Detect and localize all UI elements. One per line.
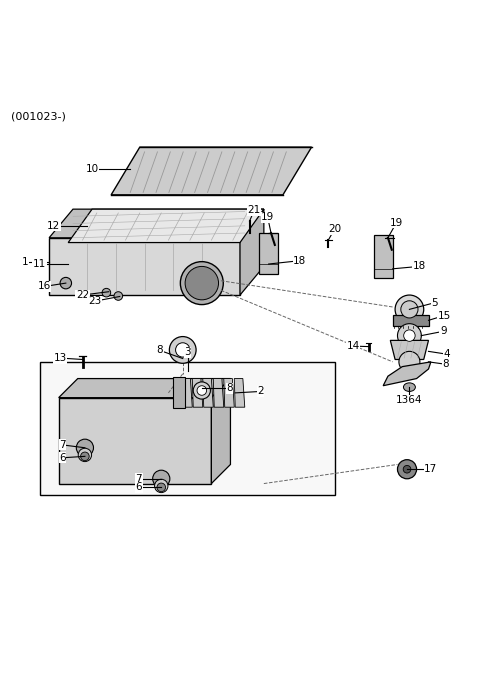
Circle shape bbox=[102, 289, 111, 297]
Polygon shape bbox=[49, 238, 240, 295]
Polygon shape bbox=[390, 341, 429, 360]
Circle shape bbox=[197, 386, 206, 395]
Circle shape bbox=[401, 301, 418, 318]
Circle shape bbox=[403, 465, 411, 473]
Text: 18: 18 bbox=[293, 256, 306, 266]
Text: 23: 23 bbox=[88, 296, 101, 306]
Polygon shape bbox=[59, 379, 230, 397]
Polygon shape bbox=[393, 315, 429, 326]
Text: 17: 17 bbox=[424, 464, 437, 475]
Text: 2: 2 bbox=[257, 387, 264, 396]
Bar bbox=[173, 377, 185, 408]
Text: (001023-): (001023-) bbox=[11, 112, 66, 121]
Circle shape bbox=[185, 266, 218, 300]
Circle shape bbox=[81, 452, 89, 460]
Text: 7: 7 bbox=[135, 474, 142, 484]
Bar bbox=[259, 233, 278, 274]
Text: 3: 3 bbox=[184, 347, 191, 358]
Circle shape bbox=[395, 295, 424, 324]
Polygon shape bbox=[383, 362, 431, 386]
Bar bbox=[373, 235, 393, 279]
Polygon shape bbox=[211, 379, 230, 483]
Text: 21: 21 bbox=[248, 205, 261, 215]
Circle shape bbox=[399, 352, 420, 372]
FancyBboxPatch shape bbox=[39, 362, 336, 496]
Polygon shape bbox=[192, 379, 203, 407]
Circle shape bbox=[180, 262, 223, 305]
Polygon shape bbox=[213, 379, 224, 407]
Circle shape bbox=[176, 343, 190, 357]
Polygon shape bbox=[240, 209, 264, 295]
Text: 18: 18 bbox=[412, 262, 426, 272]
Text: 8: 8 bbox=[226, 383, 233, 393]
Text: 22: 22 bbox=[76, 290, 89, 300]
Text: 16: 16 bbox=[38, 281, 51, 291]
Circle shape bbox=[397, 324, 421, 347]
Circle shape bbox=[76, 439, 94, 456]
Polygon shape bbox=[59, 397, 211, 483]
Text: 14: 14 bbox=[347, 341, 360, 351]
Circle shape bbox=[169, 337, 196, 363]
Text: 12: 12 bbox=[47, 221, 60, 231]
Circle shape bbox=[397, 460, 417, 479]
Text: 6: 6 bbox=[135, 483, 142, 492]
Text: 8: 8 bbox=[156, 345, 163, 356]
Polygon shape bbox=[49, 209, 264, 238]
Text: 9: 9 bbox=[440, 327, 446, 337]
Circle shape bbox=[60, 277, 72, 289]
Polygon shape bbox=[111, 147, 312, 195]
Circle shape bbox=[193, 382, 210, 399]
Circle shape bbox=[404, 330, 415, 341]
Text: 20: 20 bbox=[328, 224, 341, 234]
Circle shape bbox=[157, 483, 166, 491]
Text: 15: 15 bbox=[438, 310, 451, 320]
Text: 1: 1 bbox=[22, 257, 29, 266]
Polygon shape bbox=[203, 379, 213, 407]
Circle shape bbox=[153, 470, 170, 487]
Polygon shape bbox=[68, 209, 264, 243]
Text: 13: 13 bbox=[53, 353, 67, 363]
Polygon shape bbox=[234, 379, 245, 407]
Polygon shape bbox=[224, 379, 234, 407]
Text: 5: 5 bbox=[432, 297, 438, 308]
Text: 7: 7 bbox=[59, 440, 66, 450]
Text: 1364: 1364 bbox=[396, 395, 423, 405]
Circle shape bbox=[114, 292, 122, 300]
Circle shape bbox=[78, 448, 92, 462]
Text: 6: 6 bbox=[59, 453, 66, 463]
Polygon shape bbox=[182, 379, 192, 407]
Ellipse shape bbox=[404, 383, 415, 391]
Text: 10: 10 bbox=[85, 164, 98, 174]
Text: 19: 19 bbox=[261, 212, 274, 222]
Circle shape bbox=[155, 479, 168, 493]
Text: 19: 19 bbox=[390, 218, 403, 228]
Text: 11: 11 bbox=[33, 259, 46, 269]
Text: 4: 4 bbox=[444, 349, 450, 359]
Text: 8: 8 bbox=[443, 359, 449, 369]
